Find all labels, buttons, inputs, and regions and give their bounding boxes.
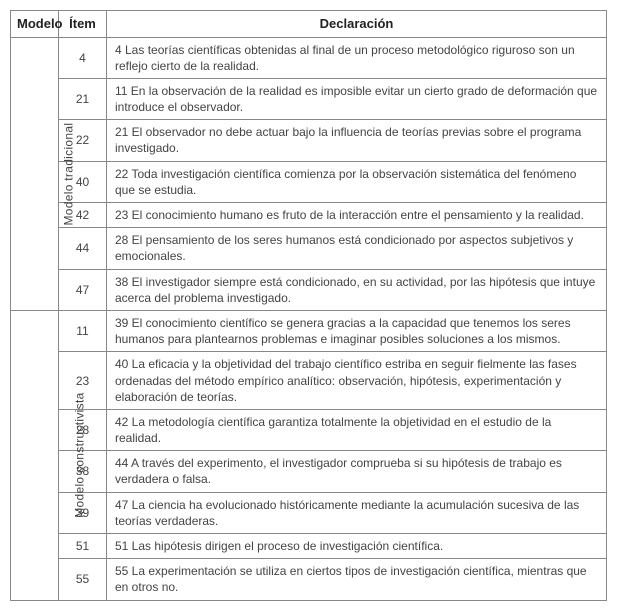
header-modelo: Modelo — [11, 11, 59, 38]
table-row: 4738 El investigador siempre está condic… — [11, 269, 607, 310]
header-decl: Declaración — [107, 11, 607, 38]
group-label: Modelo constructivista — [72, 393, 88, 518]
table-row: Modelo tradicional44 Las teorías científ… — [11, 37, 607, 78]
group-label-cell: Modelo tradicional — [11, 37, 59, 310]
table-row: 2221 El observador no debe actuar bajo l… — [11, 120, 607, 161]
item-cell: 11 — [59, 310, 107, 351]
declaration-cell: 51 Las hipótesis dirigen el proceso de i… — [107, 534, 607, 559]
group-label: Modelo tradicional — [60, 122, 76, 225]
declaration-cell: 47 La ciencia ha evolucionado históricam… — [107, 492, 607, 533]
declaration-cell: 42 La metodología científica garantiza t… — [107, 409, 607, 450]
declaration-cell: 39 El conocimiento científico se genera … — [107, 310, 607, 351]
table-row: 4223 El conocimiento humano es fruto de … — [11, 203, 607, 228]
group-label-cell: Modelo constructivista — [11, 310, 59, 600]
table-row: 2111 En la observación de la realidad es… — [11, 78, 607, 119]
declaration-cell: 21 El observador no debe actuar bajo la … — [107, 120, 607, 161]
table-header-row: Modelo Ítem Declaración — [11, 11, 607, 38]
declaration-cell: 55 La experimentación se utiliza en cier… — [107, 559, 607, 600]
item-cell: 21 — [59, 78, 107, 119]
table-row: 3844 A través del experimento, el invest… — [11, 451, 607, 492]
item-cell: 44 — [59, 228, 107, 269]
table-row: 5151 Las hipótesis dirigen el proceso de… — [11, 534, 607, 559]
declaration-cell: 44 A través del experimento, el investig… — [107, 451, 607, 492]
table-row: Modelo constructivista1139 El conocimien… — [11, 310, 607, 351]
item-cell: 51 — [59, 534, 107, 559]
table-row: 4022 Toda investigación científica comie… — [11, 161, 607, 202]
item-cell: 55 — [59, 559, 107, 600]
declaration-cell: 4 Las teorías científicas obtenidas al f… — [107, 37, 607, 78]
declaration-cell: 38 El investigador siempre está condicio… — [107, 269, 607, 310]
table-row: 2842 La metodología científica garantiza… — [11, 409, 607, 450]
table-row: 3947 La ciencia ha evolucionado históric… — [11, 492, 607, 533]
item-cell: 4 — [59, 37, 107, 78]
declaration-cell: 22 Toda investigación científica comienz… — [107, 161, 607, 202]
data-table: Modelo Ítem Declaración Modelo tradicion… — [10, 10, 607, 601]
declaration-cell: 28 El pensamiento de los seres humanos e… — [107, 228, 607, 269]
table-row: 5555 La experimentación se utiliza en ci… — [11, 559, 607, 600]
table-row: 4428 El pensamiento de los seres humanos… — [11, 228, 607, 269]
header-item: Ítem — [59, 11, 107, 38]
declaration-cell: 40 La eficacia y la objetividad del trab… — [107, 352, 607, 410]
declaration-cell: 11 En la observación de la realidad es i… — [107, 78, 607, 119]
declaration-cell: 23 El conocimiento humano es fruto de la… — [107, 203, 607, 228]
item-cell: 47 — [59, 269, 107, 310]
table-row: 2340 La eficacia y la objetividad del tr… — [11, 352, 607, 410]
